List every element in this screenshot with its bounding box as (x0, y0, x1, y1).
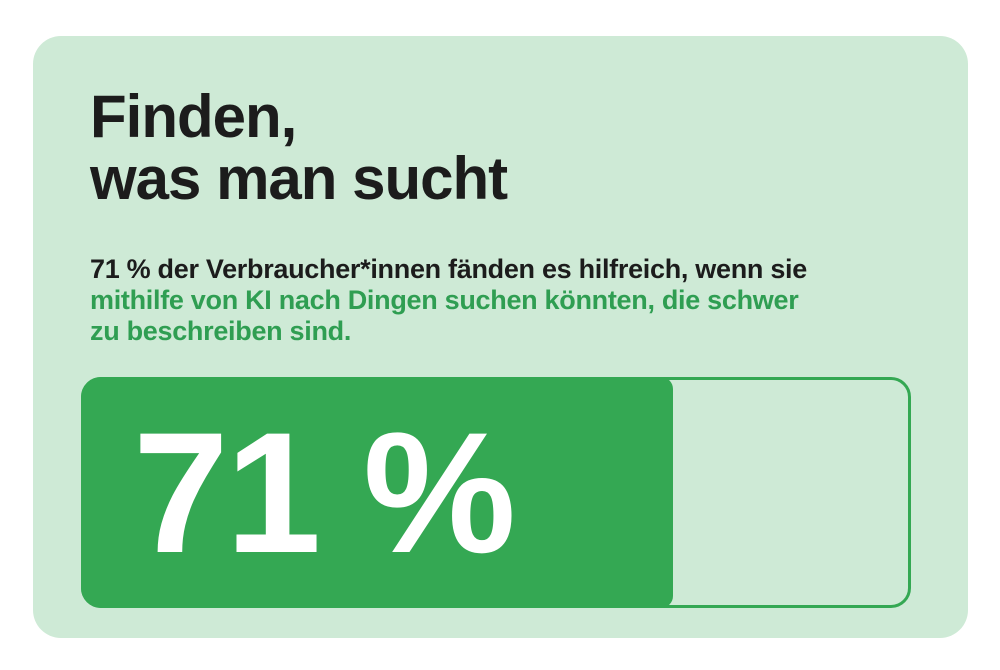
progress-bar: 71 % (81, 377, 911, 608)
stat-card: Finden, was man sucht 71 % der Verbrauch… (33, 36, 968, 638)
headline: Finden, was man sucht (90, 83, 508, 212)
subtext-line-3: zu beschreiben sind. (90, 316, 352, 346)
progress-bar-fill: 71 % (81, 377, 673, 608)
headline-line-2: was man sucht (90, 145, 508, 212)
percent-value: 71 % (133, 396, 516, 589)
headline-line-1: Finden, (90, 83, 297, 150)
subtext-line-1: 71 % der Verbraucher*innen fänden es hil… (90, 254, 807, 284)
subtext: 71 % der Verbraucher*innen fänden es hil… (90, 254, 807, 347)
subtext-line-2: mithilfe von KI nach Dingen suchen könnt… (90, 285, 799, 315)
